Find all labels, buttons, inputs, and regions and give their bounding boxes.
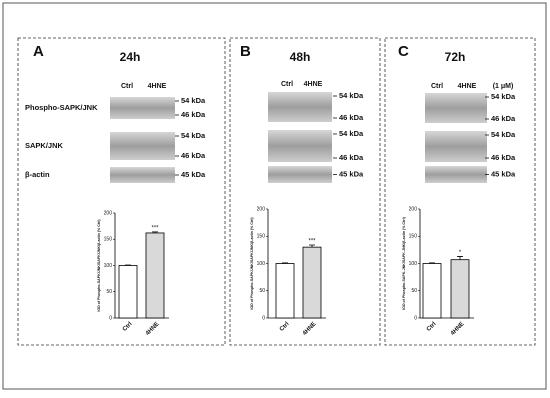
lane-label: (1 μM)	[493, 83, 514, 90]
panel-time: 72h	[445, 50, 466, 64]
lane-label: 4HNE	[148, 83, 167, 90]
marker-label: 54 kDa	[339, 91, 364, 100]
panel-letter: B	[240, 43, 251, 60]
lane-label: 4HNE	[458, 83, 477, 90]
significance-label: *	[459, 250, 462, 256]
lane-label: Ctrl	[431, 83, 443, 90]
blot-image	[425, 166, 487, 183]
y-tick-label: 100	[104, 263, 113, 269]
marker-label: 54 kDa	[491, 130, 516, 139]
y-tick-label: 0	[262, 315, 265, 321]
blot-image	[110, 167, 175, 183]
panel-border	[17, 37, 226, 346]
x-tick-label: 4HNE	[145, 321, 161, 337]
y-tick-label: 150	[257, 234, 266, 240]
y-axis-label: IOD of Phospho-SAPK-JNK/SAPK-JNK/β-actin…	[402, 216, 406, 309]
marker-label: 46 kDa	[181, 151, 206, 160]
panel-time: 48h	[290, 50, 311, 64]
bar	[422, 263, 442, 319]
x-tick-label: Ctrl	[279, 321, 291, 333]
y-tick-label: 200	[104, 210, 113, 216]
y-tick-label: 0	[109, 315, 112, 321]
y-tick-label: 150	[104, 237, 113, 243]
blot-label: SAPK/JNK	[25, 141, 64, 150]
significance-label: ***	[151, 225, 159, 231]
y-axis-label: IOD of Phospho-SAPK/JNK/SAPK/JNK/β-actin…	[97, 219, 101, 312]
y-tick-label: 200	[409, 206, 418, 212]
blot-image	[268, 166, 332, 183]
error-bar	[457, 256, 463, 260]
blot-image	[268, 130, 332, 162]
blot-label: β-actin	[25, 170, 50, 179]
y-tick-label: 50	[259, 288, 265, 294]
y-tick-label: 0	[414, 315, 417, 321]
bar	[450, 259, 470, 319]
error-bar	[429, 262, 435, 264]
blot-image	[425, 93, 487, 123]
y-tick-label: 200	[257, 206, 266, 212]
y-tick-label: 50	[106, 289, 112, 295]
marker-label: 54 kDa	[181, 131, 206, 140]
marker-label: 46 kDa	[339, 113, 364, 122]
bar	[145, 232, 165, 319]
marker-label: 54 kDa	[339, 129, 364, 138]
bar	[302, 246, 322, 319]
blot-image	[110, 97, 175, 119]
x-tick-label: 4HNE	[302, 321, 318, 337]
significance-label: ***	[308, 239, 316, 245]
y-tick-label: 150	[409, 234, 418, 240]
lane-label: 4HNE	[304, 81, 323, 88]
figure-border	[2, 2, 547, 390]
blot-image	[110, 132, 175, 160]
lane-label: Ctrl	[121, 83, 133, 90]
y-axis-label: IOD of Phospho-SAPK/JNK/SAPK/JNK/β-actin…	[250, 217, 254, 310]
bar	[118, 265, 138, 319]
y-tick-label: 100	[257, 261, 266, 267]
panel-border	[384, 37, 536, 346]
blot-image	[268, 92, 332, 122]
x-tick-label: 4HNE	[450, 321, 466, 337]
bar	[275, 263, 295, 319]
error-bar	[152, 231, 158, 233]
marker-label: 46 kDa	[339, 153, 364, 162]
error-bar	[309, 244, 315, 248]
panel-letter: A	[33, 43, 44, 60]
error-bar	[282, 262, 288, 264]
marker-label: 46 kDa	[491, 153, 516, 162]
marker-label: 45 kDa	[339, 169, 364, 178]
y-tick-label: 100	[409, 261, 418, 267]
blot-label: Phospho-SAPK/JNK	[25, 103, 98, 112]
y-tick-label: 50	[411, 288, 417, 294]
error-bar	[125, 264, 131, 266]
blot-image	[425, 131, 487, 162]
marker-label: 45 kDa	[181, 170, 206, 179]
marker-label: 54 kDa	[181, 96, 206, 105]
x-tick-label: Ctrl	[426, 321, 438, 333]
x-tick-label: Ctrl	[122, 321, 134, 333]
marker-label: 54 kDa	[491, 92, 516, 101]
marker-label: 45 kDa	[491, 169, 516, 178]
marker-label: 46 kDa	[181, 110, 206, 119]
panel-border	[229, 37, 381, 346]
panel-letter: C	[398, 43, 409, 60]
lane-label: Ctrl	[281, 81, 293, 88]
panel-time: 24h	[120, 50, 141, 64]
marker-label: 46 kDa	[491, 114, 516, 123]
